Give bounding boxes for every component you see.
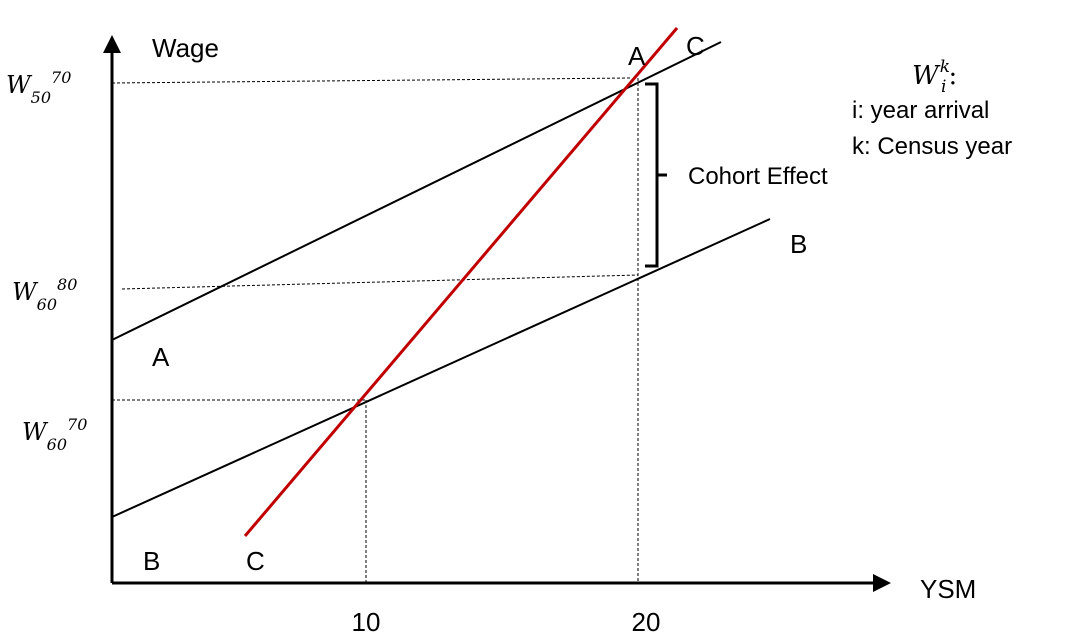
guide-line: [111, 77, 631, 84]
svg-text:W6080: W6080: [12, 275, 77, 314]
line-b-end-label: B: [790, 229, 807, 259]
wage-label-w60-80: W6080: [12, 275, 77, 314]
legend-line-1: i: year arrival: [852, 97, 989, 124]
y-axis-label: Wage: [152, 33, 219, 63]
line-a-end-label: A: [628, 41, 646, 71]
line-a-start-label: A: [152, 342, 170, 372]
cohort-effect-bracket: [645, 82, 667, 268]
line-b-start-label: B: [143, 546, 160, 576]
line-c: [243, 27, 679, 537]
svg-text:W6070: W6070: [22, 415, 87, 454]
guide-line: [121, 274, 639, 290]
line-c-start-label: C: [246, 546, 265, 576]
line-a: [111, 41, 722, 341]
x-tick-label: 20: [632, 607, 661, 637]
legend-symbol: Wk i:: [912, 57, 957, 97]
line-c-end-label: C: [686, 31, 705, 61]
x-axis-label: YSM: [920, 574, 976, 604]
svg-text:W5070: W5070: [6, 68, 71, 107]
cohort-effect-label: Cohort Effect: [688, 163, 828, 190]
legend: Wk i: i: year arrival k: Census year: [852, 57, 1012, 160]
line-b: [111, 218, 771, 518]
x-tick-label: 10: [352, 607, 381, 637]
legend-line-2: k: Census year: [852, 133, 1012, 160]
wage-label-w60-70: W6070: [22, 415, 87, 454]
wage-label-w50-70: W5070: [6, 68, 71, 107]
